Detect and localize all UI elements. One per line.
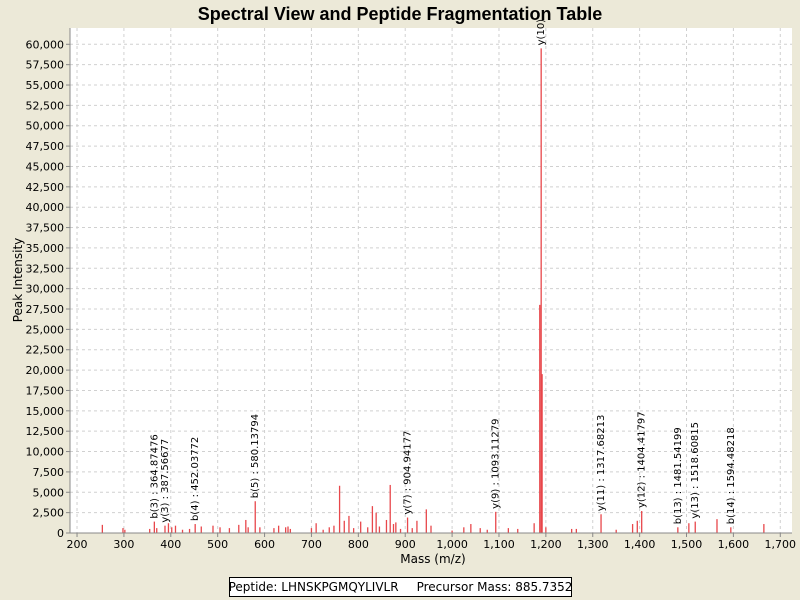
x-tick-label: 200 (67, 538, 88, 551)
y-tick-label: 20,000 (26, 364, 65, 377)
plot-area (70, 28, 792, 533)
x-tick-label: 1,500 (671, 538, 703, 551)
x-tick-label: 1,100 (483, 538, 515, 551)
x-axis-label: Mass (m/z) (400, 552, 465, 566)
peak-annotation: y(9) : 1093.11279 (491, 419, 502, 509)
x-ticks: 200 300 400 500 600 700 800 900 1,000 1,100 1,200 1… (67, 533, 796, 551)
peak-annotation: y(7) : 904.94177 (403, 431, 414, 515)
peak-annotation: b(4) : 452.03772 (190, 437, 201, 521)
x-tick-label: 700 (301, 538, 322, 551)
x-tick-label: 1,700 (765, 538, 797, 551)
x-tick-label: 1,300 (577, 538, 609, 551)
y-tick-label: 0 (57, 527, 64, 540)
y-tick-label: 57,500 (26, 59, 65, 72)
y-tick-label: 7,500 (33, 466, 65, 479)
y-tick-label: 5,000 (33, 486, 65, 499)
peak-annotation: y(12) : 1404.41797 (637, 411, 648, 508)
y-tick-label: 42,500 (26, 181, 65, 194)
y-tick-label: 10,000 (26, 446, 65, 459)
y-tick-label: 17,500 (26, 384, 65, 397)
peak-annotation: b(14) : 1594.48218 (726, 427, 737, 524)
y-tick-label: 37,500 (26, 222, 65, 235)
x-tick-label: 800 (348, 538, 369, 551)
y-tick-label: 22,500 (26, 344, 65, 357)
y-tick-label: 2,500 (33, 507, 65, 520)
y-tick-label: 15,000 (26, 405, 65, 418)
x-tick-label: 900 (395, 538, 416, 551)
y-tick-label: 50,000 (26, 120, 65, 133)
y-tick-label: 35,000 (26, 242, 65, 255)
y-tick-label: 60,000 (26, 38, 65, 51)
y-tick-label: 32,500 (26, 262, 65, 275)
peak-annotation: y(3) : 387.56677 (160, 439, 171, 523)
x-tick-label: 300 (113, 538, 134, 551)
x-tick-label: 400 (160, 538, 181, 551)
peak-annotation: y(11) : 1317.68213 (596, 415, 607, 512)
peak-annotation: y(10) (536, 19, 547, 46)
annotations: b(3) : 364.87476 y(3) : 387.56677 b(4) : 4… (149, 19, 736, 524)
y-tick-label: 30,000 (26, 283, 65, 296)
y-tick-label: 25,000 (26, 323, 65, 336)
y-tick-label: 52,500 (26, 99, 65, 112)
x-tick-label: 1,200 (530, 538, 562, 551)
precursor-mass-label: Precursor Mass: 885.7352 (416, 580, 573, 594)
y-tick-label: 40,000 (26, 201, 65, 214)
x-tick-label: 500 (207, 538, 228, 551)
grid (70, 28, 792, 533)
y-tick-label: 47,500 (26, 140, 65, 153)
x-tick-label: 1,400 (624, 538, 656, 551)
y-tick-label: 12,500 (26, 425, 65, 438)
peak-annotation: b(13) : 1481.54199 (673, 427, 684, 524)
peak-annotation: b(5) : 580.13794 (250, 414, 261, 498)
y-tick-label: 27,500 (26, 303, 65, 316)
y-axis-label: Peak Intensity (11, 238, 25, 323)
y-tick-label: 45,000 (26, 160, 65, 173)
y-ticks: 0 2,500 5,000 7,500 10,000 12,500 15,000 17,500… (26, 38, 70, 540)
x-tick-label: 1,000 (436, 538, 468, 551)
y-tick-label: 55,000 (26, 79, 65, 92)
peak-annotation: y(13) : 1518.60815 (690, 422, 701, 519)
chart-title: Spectral View and Peptide Fragmentation … (198, 4, 602, 24)
peptide-info-box: Peptide: LHNSKPGMQYLIVLR Precursor Mass:… (229, 577, 572, 597)
x-tick-label: 1,600 (718, 538, 750, 551)
peaks (101, 48, 765, 533)
peptide-label: Peptide: LHNSKPGMQYLIVLR (228, 580, 399, 594)
x-tick-label: 600 (254, 538, 275, 551)
peak-annotation: b(3) : 364.87476 (149, 434, 160, 518)
